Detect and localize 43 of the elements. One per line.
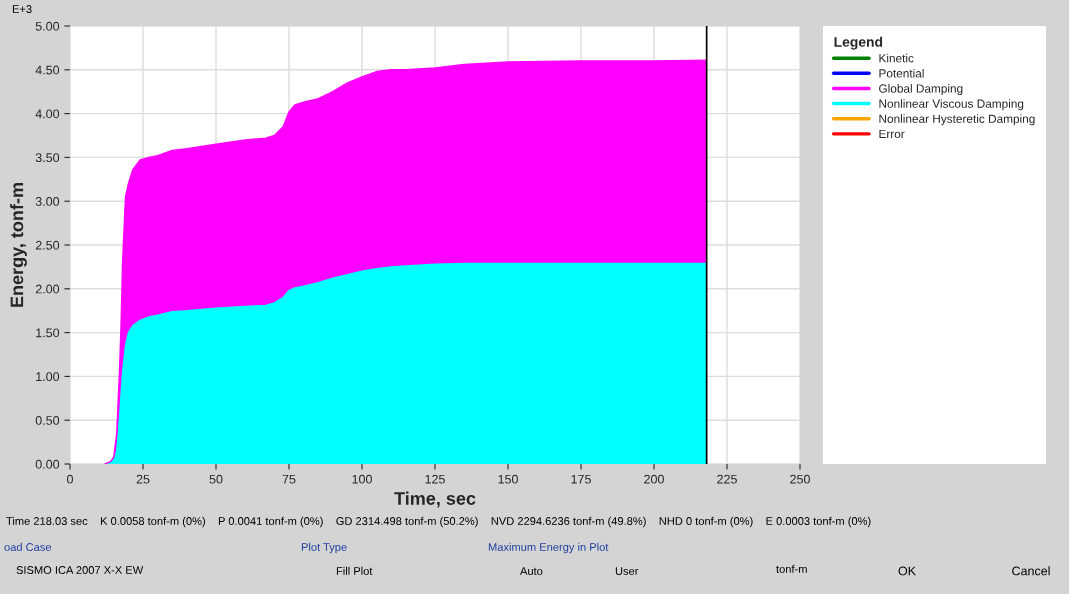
y-tick-label: 2.00 bbox=[35, 284, 60, 294]
text: SISMO ICA 2007 X-X EW bbox=[16, 566, 144, 574]
y-tick-label: 5.00 bbox=[35, 21, 60, 31]
x-tick-label: 75 bbox=[282, 474, 296, 484]
text: Cancel bbox=[1012, 566, 1050, 576]
text: Auto bbox=[520, 567, 543, 575]
text: Plot Type bbox=[301, 542, 347, 554]
text: OK bbox=[898, 566, 916, 576]
legend-label: Kinetic bbox=[879, 53, 914, 63]
y-tick-label: 2.50 bbox=[35, 240, 60, 250]
text: Fill Plot bbox=[336, 566, 373, 575]
text: User bbox=[615, 567, 639, 575]
legend-label: Nonlinear Hysteretic Damping bbox=[879, 114, 1035, 126]
x-tick-label: 250 bbox=[790, 474, 810, 484]
text: oad Case bbox=[4, 542, 52, 551]
x-tick-label: 125 bbox=[425, 474, 445, 484]
y-tick-label: 3.50 bbox=[35, 153, 60, 163]
y-tick-label: 3.00 bbox=[35, 197, 60, 206]
legend-label: Nonlinear Viscous Damping bbox=[879, 99, 1024, 111]
y-tick-label: 1.50 bbox=[36, 328, 60, 338]
x-tick-label: 175 bbox=[571, 474, 591, 484]
x-tick-label: 50 bbox=[209, 474, 223, 484]
x-axis-title: Time, sec bbox=[394, 491, 476, 508]
x-tick-label: 200 bbox=[644, 474, 664, 484]
x-tick-label: 150 bbox=[498, 474, 518, 484]
y-tick-label: 1.00 bbox=[36, 372, 60, 382]
y-axis-title: Energy, tonf-m bbox=[10, 183, 27, 307]
legend-title: Legend bbox=[834, 36, 883, 50]
x-tick-label: 0 bbox=[67, 474, 73, 484]
text: E+3 bbox=[12, 5, 32, 13]
y-tick-label: 0.50 bbox=[35, 416, 60, 425]
y-tick-label: 4.00 bbox=[35, 109, 60, 119]
legend-label: Potential bbox=[879, 68, 924, 78]
legend-label: Global Damping bbox=[879, 84, 963, 96]
x-tick-label: 25 bbox=[136, 474, 150, 484]
y-tick-label: 0.00 bbox=[35, 459, 60, 469]
x-tick-label: 225 bbox=[717, 474, 737, 484]
text: Time 218.03 sec K 0.0058 tonf-m (0%) P 0.0041 tonf-m (0%) GD 2314.498 tonf-m (50.2%) NVD 2294.6236 tonf-m (49.8%) NHD 0 tonf-m (0%) E 0.0003 tonf-m (0%) bbox=[6, 516, 871, 528]
text: tonf-m bbox=[776, 564, 807, 573]
legend-label: Error bbox=[879, 129, 905, 139]
text: Maximum Energy in Plot bbox=[488, 542, 609, 554]
x-tick-label: 100 bbox=[352, 474, 372, 484]
y-tick-label: 4.50 bbox=[35, 65, 60, 75]
